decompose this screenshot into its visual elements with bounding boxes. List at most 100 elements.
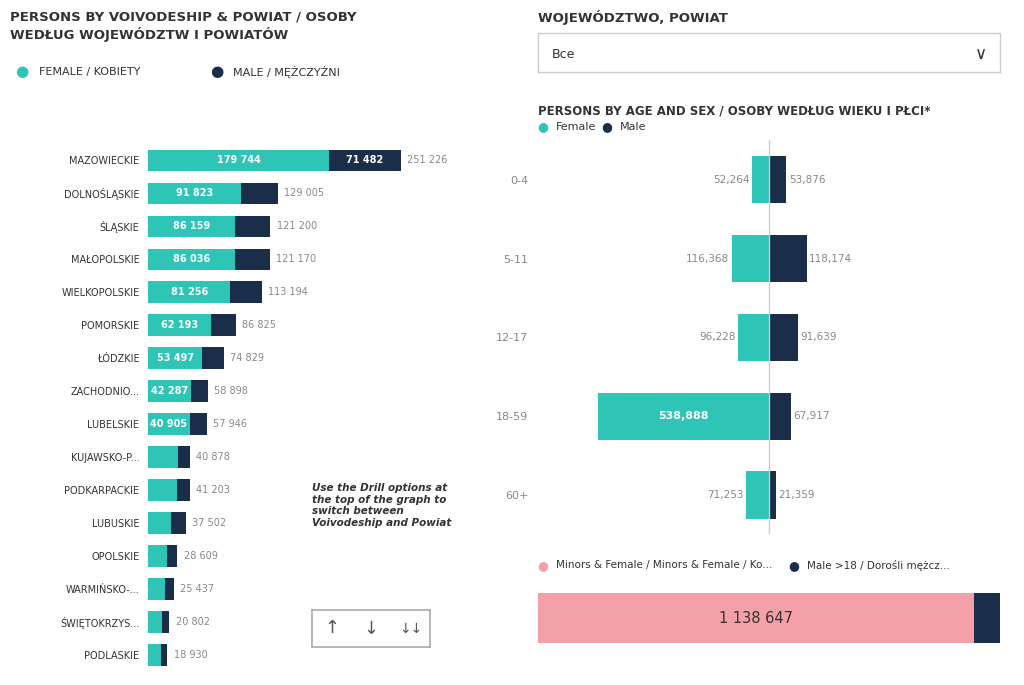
Text: 81 256: 81 256 (171, 287, 208, 297)
Bar (148, 611, 162, 632)
Text: 57 946: 57 946 (213, 419, 247, 429)
Bar (746, 471, 769, 519)
Text: 21,359: 21,359 (778, 490, 815, 500)
Bar (738, 314, 769, 361)
Text: WOJEWÓDZTWO, POWIAT: WOJEWÓDZTWO, POWIAT (538, 10, 727, 25)
Bar (769, 235, 807, 282)
Bar (177, 479, 189, 501)
Text: ●: ● (538, 121, 549, 133)
Bar (148, 545, 167, 566)
Bar (753, 156, 769, 203)
Text: 121 200: 121 200 (276, 221, 316, 232)
Bar (148, 149, 329, 171)
Text: 37 502: 37 502 (193, 518, 226, 528)
Text: ∨: ∨ (975, 45, 986, 63)
Text: 1 138 647: 1 138 647 (719, 611, 793, 625)
Bar (148, 314, 211, 336)
Bar (148, 644, 161, 666)
Bar (189, 413, 207, 435)
Bar (148, 479, 177, 501)
Text: Male >18 / Dorośli mężcz...: Male >18 / Dorośli mężcz... (807, 560, 950, 571)
Bar (230, 282, 262, 303)
Text: 118,174: 118,174 (809, 253, 852, 264)
Text: 538,888: 538,888 (658, 411, 709, 421)
Text: PERSONS BY VOIVODESHIP & POWIAT / OSOBY: PERSONS BY VOIVODESHIP & POWIAT / OSOBY (10, 10, 357, 23)
Text: 28 609: 28 609 (183, 551, 217, 561)
Text: ●: ● (15, 64, 29, 79)
Bar (190, 380, 208, 402)
Text: Use the Drill options at
the top of the graph to
switch between
Voivodeship and : Use the Drill options at the top of the … (312, 483, 452, 527)
Text: 40 905: 40 905 (151, 419, 187, 429)
Text: 20 802: 20 802 (176, 617, 210, 627)
Bar (148, 282, 230, 303)
Text: 53 497: 53 497 (157, 353, 194, 363)
Bar (202, 347, 223, 369)
Text: 86 036: 86 036 (173, 254, 210, 264)
Text: 71 482: 71 482 (346, 155, 384, 165)
Text: WEDŁUG WOJEWÓDZTW I POWIATÓW: WEDŁUG WOJEWÓDZTW I POWIATÓW (10, 27, 289, 42)
Text: ●: ● (538, 559, 549, 571)
Bar (161, 644, 168, 666)
Bar (165, 578, 174, 599)
Bar (148, 183, 241, 204)
Bar (148, 249, 234, 270)
Bar (769, 393, 791, 440)
Text: Minors & Female / Minors & Female / Ko...: Minors & Female / Minors & Female / Ko..… (556, 560, 772, 570)
Text: 113 194: 113 194 (268, 287, 308, 297)
Text: 52,264: 52,264 (714, 175, 750, 185)
Bar (329, 149, 400, 171)
Text: 251 226: 251 226 (408, 155, 447, 165)
Bar (148, 413, 189, 435)
Text: 91,639: 91,639 (801, 332, 838, 342)
Bar (538, 593, 975, 643)
Bar (148, 216, 234, 237)
Text: Bce: Bce (552, 48, 574, 61)
Text: 116,368: 116,368 (686, 253, 729, 264)
Bar (241, 183, 279, 204)
Text: 18 930: 18 930 (174, 650, 208, 660)
Text: MALE / MĘŻCZYŹNI: MALE / MĘŻCZYŹNI (233, 66, 340, 78)
Bar (975, 593, 1000, 643)
Text: 62 193: 62 193 (161, 320, 199, 330)
Bar (769, 314, 798, 361)
Bar (211, 314, 236, 336)
Bar (148, 380, 190, 402)
Bar (148, 347, 202, 369)
Text: 91 823: 91 823 (176, 188, 213, 198)
Text: ↓↓: ↓↓ (398, 621, 422, 636)
Bar (769, 471, 776, 519)
Text: Female: Female (556, 122, 596, 132)
Bar (769, 156, 786, 203)
Text: ●: ● (788, 559, 800, 571)
Bar (148, 447, 177, 468)
Text: 86 825: 86 825 (242, 320, 276, 330)
Text: 74 829: 74 829 (230, 353, 264, 363)
Text: ●: ● (601, 121, 612, 133)
Bar (234, 249, 270, 270)
Text: 40 878: 40 878 (196, 452, 229, 462)
Text: ↓: ↓ (364, 619, 379, 638)
Text: 58 898: 58 898 (214, 386, 248, 396)
Text: 71,253: 71,253 (708, 490, 743, 500)
Text: 25 437: 25 437 (180, 584, 214, 594)
Bar (148, 578, 165, 599)
Text: 86 159: 86 159 (173, 221, 210, 232)
Bar (171, 512, 186, 534)
Text: 129 005: 129 005 (285, 188, 325, 198)
Text: ●: ● (210, 64, 223, 79)
Text: 96,228: 96,228 (699, 332, 736, 342)
Text: ↑: ↑ (325, 619, 340, 638)
Text: 67,917: 67,917 (794, 411, 829, 421)
Bar (177, 447, 189, 468)
Text: Male: Male (620, 122, 646, 132)
Bar (598, 393, 769, 440)
Text: 53,876: 53,876 (788, 175, 825, 185)
Text: FEMALE / KOBIETY: FEMALE / KOBIETY (39, 67, 140, 77)
Bar (162, 611, 169, 632)
Text: 121 170: 121 170 (276, 254, 316, 264)
Bar (732, 235, 769, 282)
Bar (167, 545, 177, 566)
Bar (234, 216, 270, 237)
Text: 42 287: 42 287 (152, 386, 188, 396)
Bar (148, 512, 171, 534)
